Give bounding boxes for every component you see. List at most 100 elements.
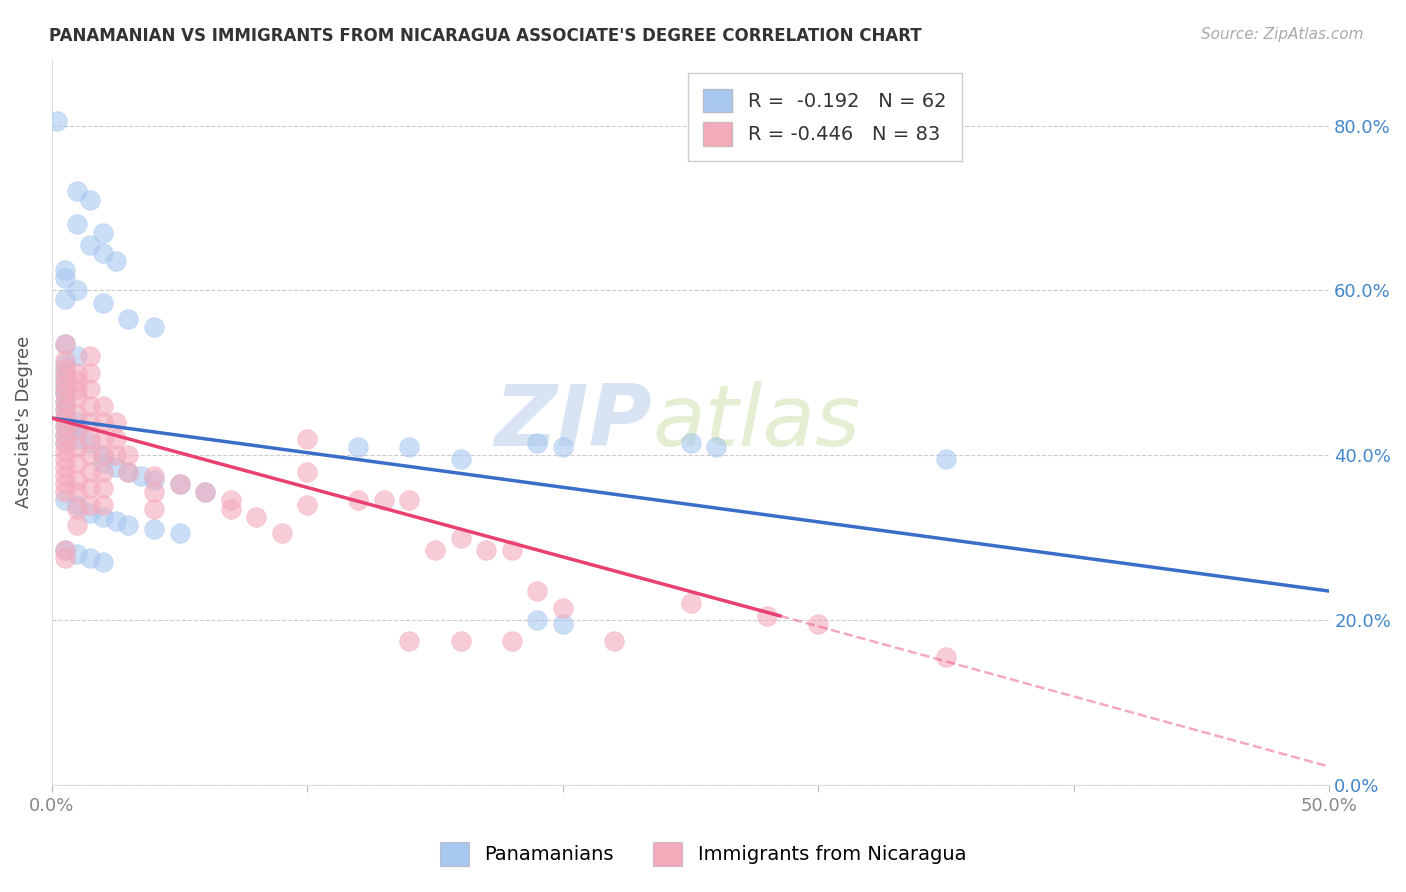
Point xyxy=(53,402,76,417)
Point xyxy=(66,498,89,512)
Text: atlas: atlas xyxy=(652,381,860,464)
Point xyxy=(91,399,114,413)
Point xyxy=(398,440,420,454)
Point xyxy=(53,382,76,396)
Point xyxy=(53,378,76,392)
Point xyxy=(104,448,127,462)
Point xyxy=(79,432,101,446)
Point xyxy=(450,531,472,545)
Point xyxy=(117,465,139,479)
Point xyxy=(142,468,165,483)
Point xyxy=(704,440,727,454)
Point xyxy=(91,448,114,462)
Point xyxy=(91,555,114,569)
Point xyxy=(347,440,370,454)
Point xyxy=(142,522,165,536)
Point xyxy=(53,353,76,368)
Point xyxy=(129,468,152,483)
Point xyxy=(169,526,191,541)
Point xyxy=(53,394,76,409)
Point xyxy=(66,185,89,199)
Point xyxy=(169,477,191,491)
Point xyxy=(79,399,101,413)
Point xyxy=(66,456,89,470)
Point xyxy=(91,448,114,462)
Point xyxy=(91,481,114,495)
Point xyxy=(66,218,89,232)
Point xyxy=(53,369,76,384)
Point xyxy=(53,551,76,566)
Point xyxy=(53,394,76,409)
Point xyxy=(104,514,127,528)
Point xyxy=(53,271,76,285)
Point xyxy=(53,366,76,380)
Point xyxy=(117,465,139,479)
Point xyxy=(142,485,165,500)
Point xyxy=(53,292,76,306)
Point xyxy=(117,448,139,462)
Point xyxy=(53,435,76,450)
Point xyxy=(398,493,420,508)
Point xyxy=(53,337,76,351)
Point xyxy=(142,473,165,487)
Point xyxy=(53,411,76,425)
Point xyxy=(142,501,165,516)
Point xyxy=(53,386,76,401)
Point xyxy=(53,435,76,450)
Point xyxy=(79,415,101,429)
Point xyxy=(91,465,114,479)
Point xyxy=(194,485,217,500)
Point xyxy=(142,320,165,334)
Point xyxy=(53,427,76,442)
Point xyxy=(79,349,101,363)
Point xyxy=(66,424,89,438)
Point xyxy=(53,419,76,434)
Point xyxy=(475,542,498,557)
Point xyxy=(450,452,472,467)
Point xyxy=(526,584,548,599)
Y-axis label: Associate's Degree: Associate's Degree xyxy=(15,336,32,508)
Point xyxy=(66,349,89,363)
Point xyxy=(53,468,76,483)
Point xyxy=(53,460,76,475)
Point xyxy=(53,374,76,388)
Point xyxy=(551,617,574,632)
Text: Source: ZipAtlas.com: Source: ZipAtlas.com xyxy=(1201,27,1364,42)
Point xyxy=(91,432,114,446)
Point xyxy=(551,440,574,454)
Point xyxy=(373,493,395,508)
Point xyxy=(45,114,67,128)
Point xyxy=(66,485,89,500)
Point xyxy=(169,477,191,491)
Point xyxy=(66,283,89,297)
Legend: R =  -0.192   N = 62, R = -0.446   N = 83: R = -0.192 N = 62, R = -0.446 N = 83 xyxy=(688,73,962,161)
Point xyxy=(66,424,89,438)
Point xyxy=(423,542,446,557)
Point xyxy=(66,473,89,487)
Point xyxy=(66,440,89,454)
Text: ZIP: ZIP xyxy=(495,381,652,464)
Point xyxy=(679,597,702,611)
Point xyxy=(91,456,114,470)
Point xyxy=(501,633,523,648)
Point xyxy=(79,448,101,462)
Point xyxy=(53,361,76,376)
Point xyxy=(117,312,139,326)
Legend: Panamanians, Immigrants from Nicaragua: Panamanians, Immigrants from Nicaragua xyxy=(432,834,974,873)
Point xyxy=(53,493,76,508)
Point xyxy=(194,485,217,500)
Point xyxy=(53,337,76,351)
Text: PANAMANIAN VS IMMIGRANTS FROM NICARAGUA ASSOCIATE'S DEGREE CORRELATION CHART: PANAMANIAN VS IMMIGRANTS FROM NICARAGUA … xyxy=(49,27,922,45)
Point xyxy=(79,435,101,450)
Point xyxy=(66,432,89,446)
Point xyxy=(347,493,370,508)
Point xyxy=(551,600,574,615)
Point xyxy=(53,427,76,442)
Point xyxy=(91,246,114,260)
Point xyxy=(270,526,292,541)
Point xyxy=(66,374,89,388)
Point xyxy=(66,501,89,516)
Point xyxy=(53,542,76,557)
Point xyxy=(91,510,114,524)
Point xyxy=(104,460,127,475)
